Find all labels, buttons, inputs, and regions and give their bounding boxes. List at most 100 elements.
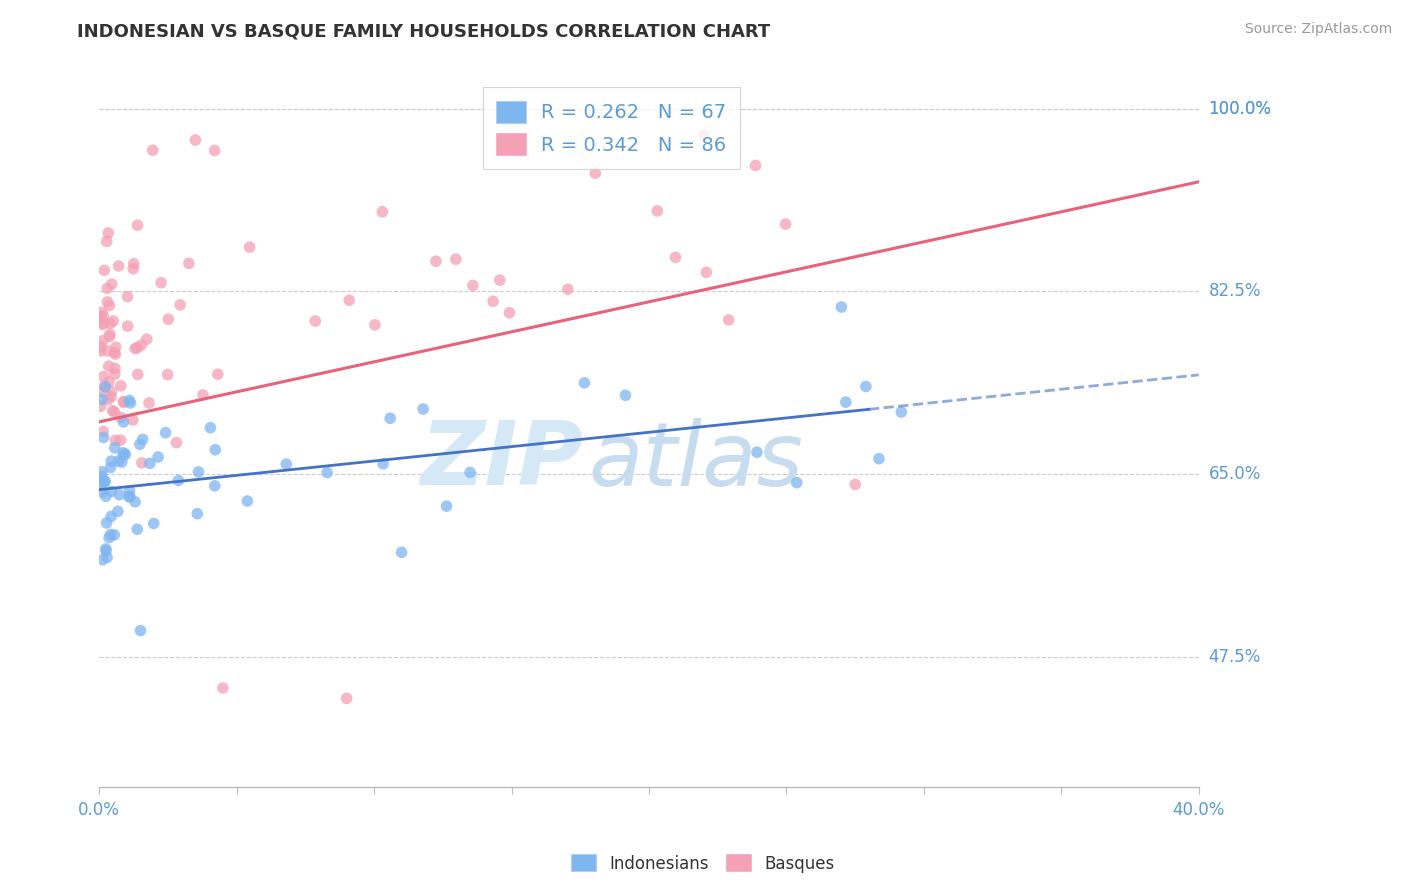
Point [112,395,135,409]
Point [775,217,797,231]
Point [91,392,114,407]
Point [118,490,141,504]
Point [90,384,112,399]
Point [127,368,149,382]
Point [98,317,121,331]
Point [150,276,173,290]
Point [100,509,122,524]
Point [103,345,125,359]
Point [91,553,114,567]
Point [100,454,122,468]
Point [108,488,131,502]
Point [200,421,222,435]
Point [94,380,117,394]
Point [94,543,117,558]
Text: 65.0%: 65.0% [1209,465,1261,483]
Point [93,379,115,393]
Point [94,541,117,556]
Point [94,489,117,503]
Point [96,294,118,309]
Point [104,367,127,381]
Point [458,466,481,480]
Point [98,327,121,342]
Point [371,457,394,471]
Point [101,277,124,291]
Point [745,445,768,459]
Point [107,504,129,518]
Point [111,455,134,469]
Point [104,441,127,455]
Point [107,454,129,468]
Point [124,342,146,356]
Point [187,465,209,479]
Point [574,376,596,390]
Point [557,282,579,296]
Point [114,447,136,461]
Point [112,449,135,463]
Point [94,475,117,489]
Point [498,306,520,320]
Point [124,495,146,509]
Point [212,681,235,695]
Point [645,203,668,218]
Point [96,235,118,249]
Point [304,314,326,328]
Point [186,507,208,521]
Point [93,430,115,444]
Legend: Indonesians, Basques: Indonesians, Basques [565,847,841,880]
Point [717,313,740,327]
Text: 82.5%: 82.5% [1209,283,1261,301]
Point [96,516,118,530]
Point [868,451,890,466]
Point [155,425,177,440]
Point [120,396,142,410]
Point [482,294,505,309]
Point [239,240,262,254]
Point [110,379,132,393]
Point [100,527,122,541]
Point [90,305,112,319]
Text: Source: ZipAtlas.com: Source: ZipAtlas.com [1244,22,1392,37]
Point [104,340,127,354]
Point [122,257,145,271]
Point [100,460,122,475]
Text: 47.5%: 47.5% [1209,648,1261,665]
Point [142,516,165,531]
Point [236,494,259,508]
Point [96,281,118,295]
Point [336,691,359,706]
Point [835,395,858,409]
Point [436,499,458,513]
Point [786,475,808,490]
Point [693,128,716,142]
Point [97,392,120,407]
Point [91,465,114,479]
Point [118,483,141,498]
Point [191,388,214,402]
Point [94,475,117,489]
Point [93,263,115,277]
Point [96,343,118,358]
Point [98,329,121,343]
Point [110,410,132,425]
Point [98,299,121,313]
Point [93,369,115,384]
Point [125,341,148,355]
Point [371,204,394,219]
Point [276,457,298,471]
Point [169,298,191,312]
Point [177,256,200,270]
Point [91,469,114,483]
Point [110,433,132,447]
Point [103,528,125,542]
Point [128,437,150,451]
Point [165,435,187,450]
Point [184,133,207,147]
Point [117,319,139,334]
Point [100,384,122,399]
Point [744,159,766,173]
Point [890,405,912,419]
Point [488,273,510,287]
Point [391,545,413,559]
Point [380,411,402,425]
